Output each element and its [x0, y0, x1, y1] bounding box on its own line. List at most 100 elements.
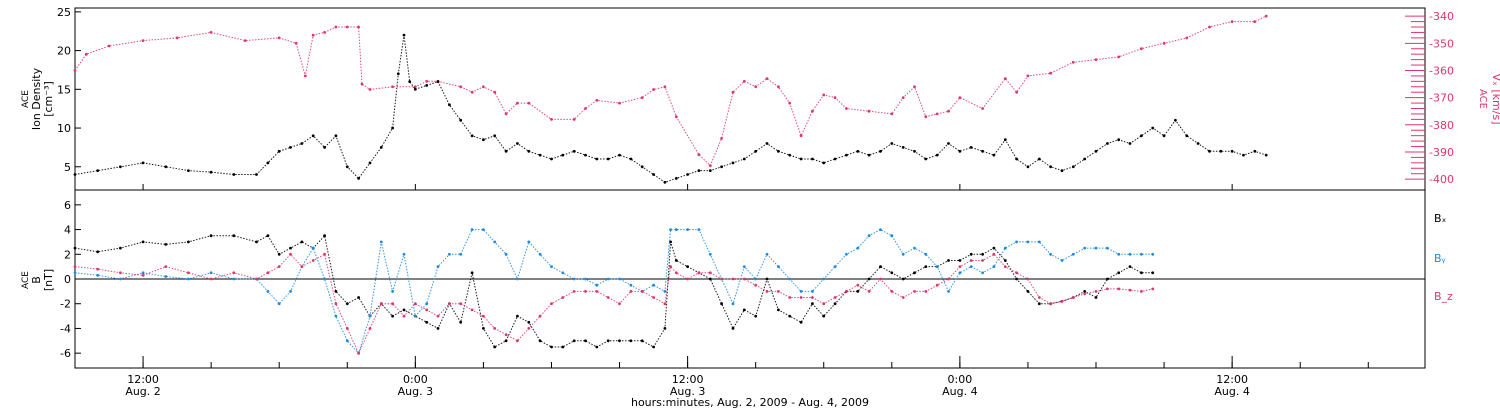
x-tick-label-time: 12:00 [127, 373, 159, 386]
top-ylabel-line2: Ion Density [30, 67, 43, 130]
top-black-point [799, 157, 803, 161]
bottom-by-point [470, 228, 474, 232]
bottom-bx-point [164, 243, 168, 246]
top-y2label-line1: ACE [1477, 89, 1488, 109]
bottom-bx-point [856, 290, 860, 293]
top-pink-point [391, 85, 394, 89]
top-pink-point [175, 36, 179, 40]
top-black-point [1208, 149, 1211, 153]
bottom-ylabel-line2: B [30, 276, 43, 284]
legend-by: Bᵧ [1434, 252, 1446, 265]
top-ylabel-line1: ACE [21, 90, 31, 108]
bottom-y-axis-left: 6 4 2 0 -2 -4 -6 [60, 199, 1425, 360]
top-black-point [391, 126, 394, 130]
bottom-bz-point [629, 290, 633, 293]
top-pink-point [357, 25, 360, 29]
bottom-bz-point [640, 290, 644, 293]
top-pink-point [243, 39, 247, 42]
y-tick-label: 6 [64, 199, 71, 212]
bottom-bz-point [1117, 287, 1121, 291]
legend-bx: Bₓ [1434, 212, 1447, 225]
top-pink-point [890, 112, 894, 116]
x-tick-label-time: 12:00 [1216, 373, 1248, 386]
top-black-point [164, 165, 168, 169]
y2-tick-label: -340 [1429, 10, 1454, 23]
top-pink-point [720, 137, 723, 140]
y-tick-label: 15 [57, 83, 71, 96]
bottom-by-trace [74, 229, 1153, 355]
bottom-by-point [669, 228, 672, 232]
top-y2label-line2: Vₓ [km/s] [1490, 73, 1500, 124]
top-y-axis-right: -340 -350 -360 -370 -380 -390 -400 [1405, 10, 1454, 186]
top-black-point [232, 173, 236, 176]
top-pink-series [73, 14, 1268, 168]
top-black-point [1219, 149, 1223, 153]
top-pink-point [1117, 55, 1121, 59]
top-ylabel-line3: [cm⁻³] [42, 81, 55, 117]
y-tick-label: 20 [57, 45, 71, 58]
bottom-by-point [1026, 240, 1030, 244]
x-tick-label-date: Aug. 3 [398, 385, 433, 398]
series-layer [73, 14, 1268, 355]
y2-tick-label: -390 [1429, 146, 1454, 159]
x-tick-label-date: Aug. 4 [1214, 385, 1249, 398]
y-tick-label: 2 [64, 248, 71, 261]
top-black-point [96, 169, 100, 173]
y2-tick-label: -370 [1429, 92, 1454, 105]
top-black-point [595, 157, 599, 161]
bottom-by-point [96, 273, 100, 277]
bottom-bz-point [334, 302, 338, 306]
bottom-bx-point [629, 339, 633, 343]
y-tick-label: 5 [64, 161, 71, 174]
bottom-by-point [584, 277, 587, 281]
x-tick-label-time: 0:00 [403, 373, 428, 386]
legend-bz: B_z [1434, 290, 1453, 303]
bottom-bz-point [595, 290, 599, 293]
x-tick-label-time: 0:00 [948, 373, 973, 386]
bottom-bx-point [96, 250, 100, 254]
bottom-bx-trace [74, 234, 1153, 348]
bottom-by-point [799, 290, 803, 293]
x-axis-label: hours:minutes, Aug. 2, 2009 - Aug. 4, 20… [631, 396, 869, 409]
bottom-bz-trace [74, 253, 1153, 355]
y-tick-label: 4 [64, 224, 71, 237]
top-black-point [209, 170, 213, 174]
y-tick-label: 25 [57, 6, 71, 19]
bottom-bx-point [550, 345, 553, 349]
x-tick-label-time: 12:00 [672, 373, 704, 386]
bottom-ylabel-line1: ACE [21, 271, 31, 289]
bottom-bz-point [584, 290, 587, 293]
top-pink-trace [74, 15, 1267, 167]
y2-tick-label: -360 [1429, 64, 1454, 77]
bottom-bx-point [470, 271, 474, 275]
top-black-series [73, 33, 1268, 184]
top-pink-point [1264, 14, 1268, 18]
x-tick-label-date: Aug. 3 [670, 385, 705, 398]
bottom-bx-series [73, 234, 1155, 349]
y-tick-label: 10 [57, 122, 71, 135]
y-tick-label: -2 [60, 298, 71, 311]
bottom-bz-point [379, 302, 383, 306]
top-pink-point [516, 101, 519, 105]
bottom-by-point [1140, 252, 1143, 256]
y-tick-label: -6 [60, 347, 71, 360]
top-y-axis-left: 5 10 15 20 25 [57, 6, 81, 174]
x-tick-label-date: Aug. 2 [125, 385, 160, 398]
top-pink-point [1094, 58, 1098, 61]
bottom-bz-series [73, 252, 1155, 355]
y-tick-label: -4 [60, 322, 71, 335]
panel-top-frame [74, 7, 1426, 191]
top-pink-point [572, 118, 576, 121]
bottom-by-point [811, 290, 814, 293]
y2-tick-label: -350 [1429, 37, 1454, 50]
y2-tick-label: -380 [1429, 119, 1454, 132]
bottom-by-point [164, 275, 168, 278]
bottom-by-point [1128, 252, 1132, 256]
y2-tick-label: -400 [1429, 173, 1454, 186]
bottom-ylabel-line3: [nT] [42, 269, 55, 291]
top-black-trace [74, 35, 1267, 183]
bottom-bz-point [96, 267, 100, 271]
